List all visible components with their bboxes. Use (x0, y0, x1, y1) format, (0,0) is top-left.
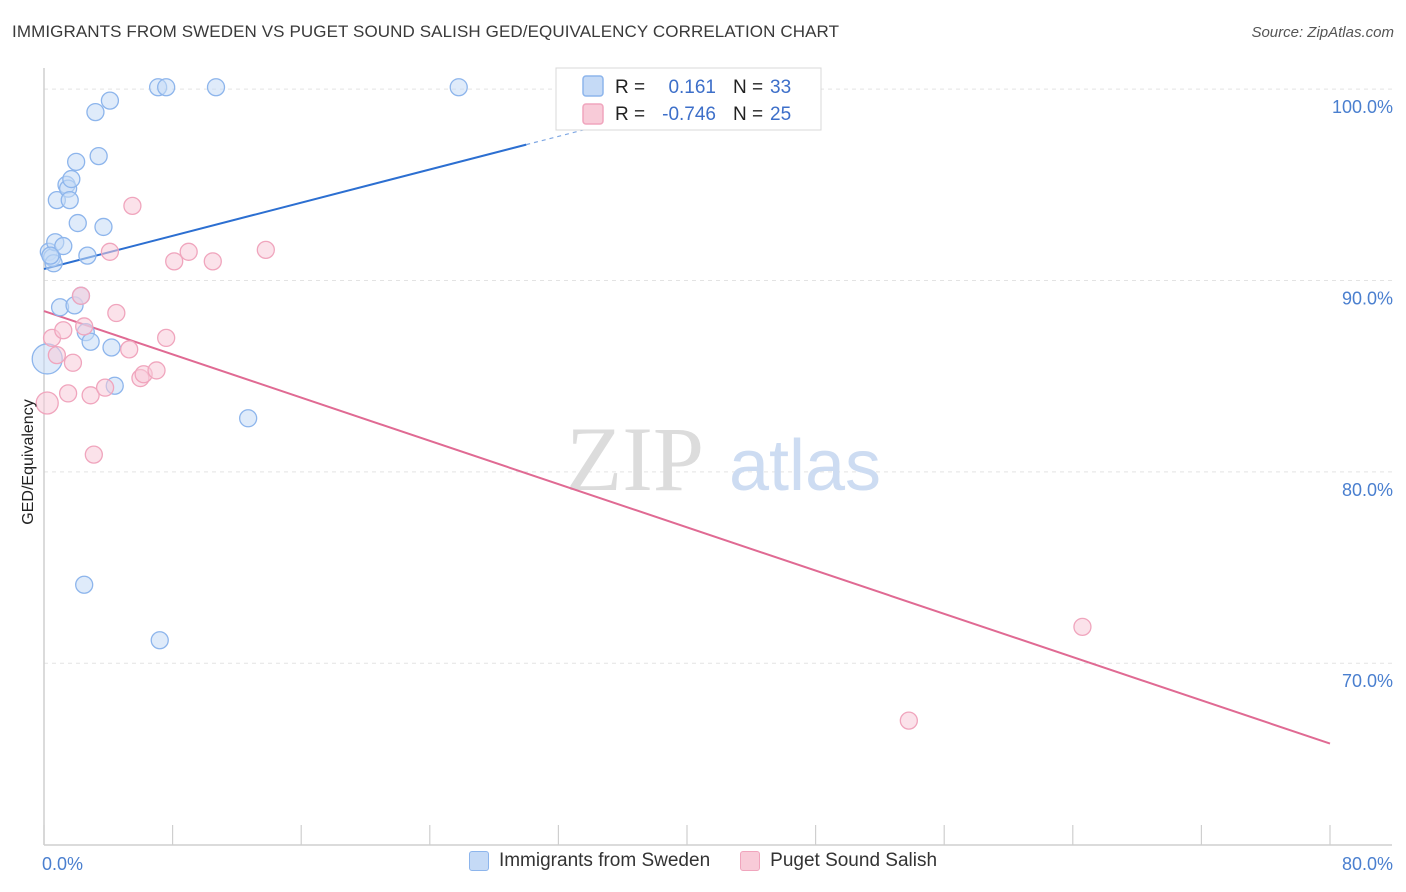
data-point-sweden (94, 217, 113, 237)
legend-n-value-sweden: 33 (770, 77, 791, 98)
data-point-salish (71, 286, 91, 305)
series-legend: Immigrants from Sweden Puget Sound Salis… (0, 850, 1406, 872)
legend-swatch-salish (582, 103, 604, 125)
data-point-sweden (41, 246, 60, 265)
data-point-sweden (68, 213, 87, 233)
data-point-sweden (81, 332, 100, 351)
data-point-salish (95, 378, 115, 397)
data-point-salish (157, 328, 176, 348)
data-point-sweden (239, 409, 258, 428)
x-tick-label-min: 0.0% (42, 854, 83, 874)
trend-line-sweden (43, 143, 527, 270)
legend-r-label-2: R = (615, 104, 645, 125)
gridlines (44, 88, 1392, 664)
data-point-sweden (62, 169, 81, 189)
data-point-sweden (75, 575, 94, 594)
data-point-salish (147, 361, 166, 380)
data-point-salish (75, 317, 94, 336)
chart-source: Source: ZipAtlas.com (1251, 24, 1394, 41)
data-point-sweden (78, 246, 97, 265)
data-point-salish (54, 321, 73, 340)
legend-n-value-salish: 25 (770, 104, 791, 125)
legend-r-value-salish: -0.746 (662, 104, 716, 125)
legend-label-salish: Puget Sound Salish (770, 850, 938, 871)
data-point-salish (84, 445, 103, 464)
data-point-salish (35, 391, 59, 415)
data-point-sweden (449, 78, 468, 97)
data-point-salish (256, 240, 275, 260)
legend-r-value-sweden: 0.161 (668, 77, 716, 98)
data-point-salish (203, 252, 222, 271)
chart-title: IMMIGRANTS FROM SWEDEN VS PUGET SOUND SA… (12, 22, 840, 41)
data-point-sweden (206, 78, 226, 97)
legend-item-salish[interactable]: Puget Sound Salish (740, 850, 937, 872)
x-tick-labels: 0.0% 80.0% (42, 854, 1393, 874)
y-tick-labels: 100.0% 90.0% 80.0% 70.0% (1332, 97, 1393, 691)
watermark-atlas: atlas (729, 426, 881, 506)
data-point-salish (58, 384, 78, 403)
data-point-salish (47, 345, 67, 365)
data-point-salish (179, 242, 198, 261)
data-point-sweden (100, 91, 120, 110)
legend-swatch-sweden (582, 75, 604, 97)
data-point-sweden (67, 152, 86, 172)
data-points (31, 78, 1092, 730)
legend-label-sweden: Immigrants from Sweden (498, 850, 711, 871)
y-axis-label: GED/Equivalency (20, 399, 37, 524)
data-point-sweden (150, 631, 169, 650)
stats-legend: R = 0.161 N = 33 R = -0.746 N = 25 (555, 67, 822, 131)
data-point-sweden (60, 190, 79, 210)
legend-n-label-2: N = (733, 104, 763, 125)
data-point-sweden (157, 78, 176, 97)
x-tick-label-max: 80.0% (1342, 854, 1393, 874)
legend-n-label-1: N = (733, 77, 763, 98)
data-point-sweden (54, 236, 73, 256)
data-point-salish (120, 340, 139, 359)
data-point-salish (165, 252, 184, 271)
data-point-salish (107, 303, 126, 323)
watermark-zip: ZIP (566, 408, 704, 510)
y-tick-label: 100.0% (1332, 97, 1393, 117)
data-point-salish (123, 196, 142, 216)
y-tick-label: 70.0% (1342, 671, 1393, 691)
y-tick-label: 80.0% (1342, 480, 1393, 500)
legend-r-label-1: R = (615, 77, 645, 98)
legend-marker-salish (740, 851, 761, 871)
data-point-sweden (86, 102, 105, 122)
legend-item-sweden[interactable]: Immigrants from Sweden (468, 850, 711, 872)
legend-marker-sweden (468, 851, 489, 871)
data-point-sweden (89, 146, 108, 166)
y-tick-label: 90.0% (1342, 288, 1393, 308)
data-point-salish (100, 242, 120, 261)
data-point-salish (63, 353, 83, 372)
data-point-salish (899, 711, 918, 730)
data-point-salish (81, 386, 100, 405)
data-point-salish (1073, 617, 1092, 637)
data-point-sweden (102, 338, 121, 357)
trend-line-salish (43, 310, 1331, 745)
axes (43, 68, 1392, 846)
